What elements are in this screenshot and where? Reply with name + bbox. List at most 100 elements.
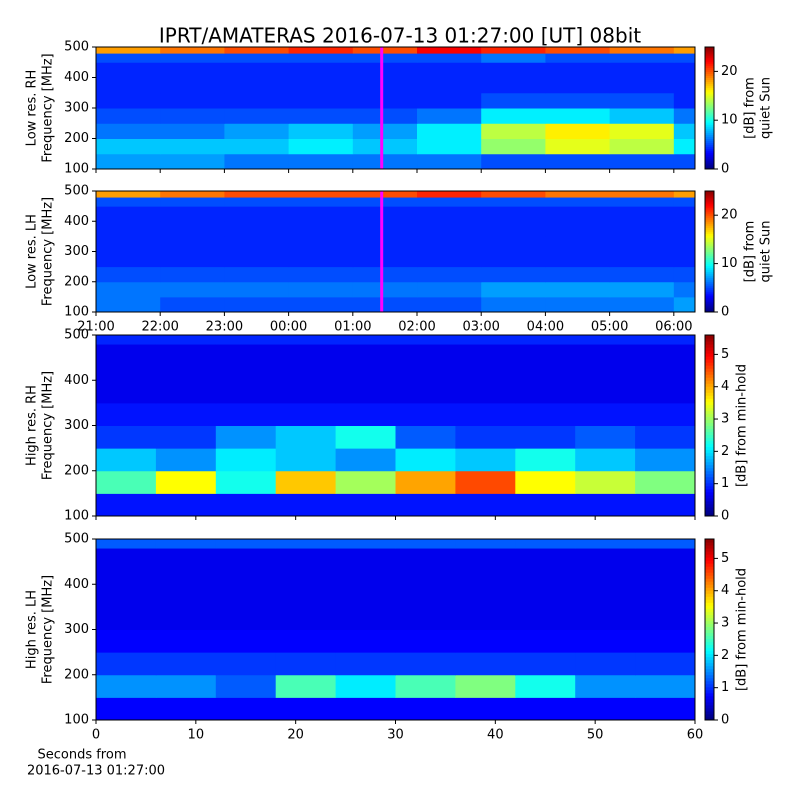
heatmap-cell [455,425,516,449]
heatmap-cell [96,191,161,198]
heatmap-cell [155,344,217,359]
colorbar-segment [705,235,714,238]
colorbar-segment [705,101,714,105]
heatmap-cell [215,584,277,608]
heatmap-cell [417,47,482,54]
heatmap-cell [609,47,675,54]
colorbar-segment [705,455,714,460]
colorbar-label: [dB] from min-hold [735,568,750,691]
heatmap-cell [224,123,290,139]
colorbar-segment [705,713,714,718]
heatmap-cell [417,153,482,170]
heatmap-cell [288,92,354,109]
colorbar-segment [705,479,714,484]
colorbar-segment [705,584,714,588]
heatmap-cell [215,425,277,449]
colorbar-segment [705,335,714,339]
heatmap-cell [335,425,396,449]
heatmap-cell [335,629,396,653]
colorbar-segment [705,407,714,411]
colorbar-segment [705,239,714,242]
colorbar-segment [705,295,714,299]
colorbar-segment [705,461,714,466]
colorbar-segment [705,647,714,652]
y-tick-label: 100 [64,305,89,320]
colorbar-segment [705,563,714,567]
colorbar-segment [705,710,714,715]
heatmap-cell [545,281,611,298]
heatmap-cell [455,493,516,517]
y-axis-label: Frequency [MHz] [41,575,56,684]
heatmap-cell [96,539,157,549]
colorbar-segment [705,81,714,85]
heatmap-cell [335,584,396,608]
colorbar-segment [705,596,714,600]
heatmap-cell [352,62,418,78]
colorbar-segment [705,87,714,91]
heatmap-cell [417,197,482,207]
y-tick-label: 500 [64,328,89,343]
heatmap-cell [515,539,576,549]
y-tick-label: 500 [64,532,89,547]
heatmap-cell [481,62,546,78]
colorbar-segment [705,122,714,125]
colorbar-segment [705,158,714,162]
x-tick-label: 22:00 [141,320,178,335]
heatmap-cell [635,652,696,676]
heatmap-cell [335,493,396,517]
heatmap-cell [335,652,396,676]
colorbar-segment [705,380,714,384]
heatmap-cell [609,266,675,283]
colorbar-segment [705,365,714,369]
colorbar-segment [705,578,714,582]
colorbar-segment [705,575,714,579]
heatmap-cell [155,674,217,698]
heatmap-cell [673,108,696,124]
heatmap-cell [673,236,696,252]
heatmap-cell [275,380,337,404]
colorbar-segment [705,293,714,297]
heatmap-cell [96,266,161,283]
colorbar-segment [705,285,714,289]
colorbar-frame [704,46,715,170]
y-axis-label: Frequency [MHz] [41,371,56,480]
heatmap-cell [275,402,337,426]
heatmap-cell [275,697,337,721]
heatmap-cell [515,470,576,494]
colorbar-segment [705,620,714,624]
heatmap-cell [395,674,456,698]
colorbar-segment [705,425,714,430]
colorbar-segment [705,401,714,405]
colorbar-segment [705,386,714,390]
heatmap-cell [335,402,396,426]
chart-title: IPRT/AMATERAS 2016-07-13 01:27:00 [UT] 0… [159,24,641,48]
heatmap-cell [635,629,696,653]
colorbar-segment [705,140,714,144]
colorbar-segment [705,512,714,517]
heatmap-cell [335,539,396,549]
colorbar-segment [705,551,714,555]
y-tick-label: 100 [64,713,89,728]
colorbar-segment [705,307,714,311]
colorbar-segment [705,287,714,291]
colorbar-segment [705,488,714,493]
heatmap-cell [673,138,696,155]
heatmap-cell [395,402,456,426]
heatmap-cell [335,335,396,345]
colorbar-segment [705,347,714,351]
colorbar-segment [705,503,714,508]
heatmap-cell [224,221,290,237]
colorbar-segment [705,85,714,89]
colorbar-tick-label: 20 [721,64,738,79]
heatmap-cell [288,153,354,170]
colorbar-segment [705,148,714,152]
colorbar-segment [705,665,714,670]
heatmap-cell [275,629,337,653]
heatmap-cell [575,697,636,721]
colorbar-segment [705,47,714,50]
y-axis-label: Frequency [MHz] [41,197,56,306]
colorbar-segment [705,566,714,570]
heatmap-cell [635,357,696,381]
colorbar-segment [705,211,714,214]
heatmap-cell [575,448,636,472]
